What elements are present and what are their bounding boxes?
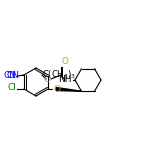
- Text: C(CH$_3$)$_3$: C(CH$_3$)$_3$: [42, 69, 76, 81]
- Text: CN: CN: [7, 71, 20, 79]
- Text: CN: CN: [4, 71, 17, 81]
- Polygon shape: [56, 88, 81, 91]
- Text: Cl: Cl: [7, 83, 16, 93]
- Text: O: O: [62, 57, 69, 66]
- Text: O: O: [43, 74, 50, 83]
- Text: NH: NH: [59, 76, 72, 85]
- Text: O: O: [53, 85, 60, 93]
